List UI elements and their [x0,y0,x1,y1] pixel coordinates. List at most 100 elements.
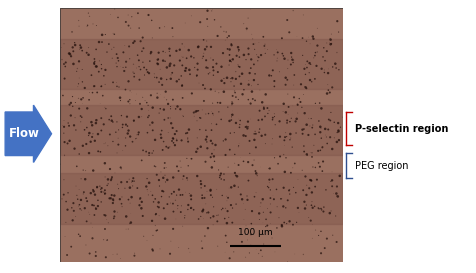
Point [250,195,258,199]
Point [324,117,332,122]
Point [301,85,309,90]
Point [293,111,301,115]
Point [121,136,129,140]
Point [332,50,340,55]
Point [307,190,315,195]
Point [166,145,173,149]
Point [326,135,333,140]
Point [239,53,247,57]
Point [234,64,242,69]
Point [306,124,313,128]
Point [79,96,87,100]
Point [179,174,187,178]
Point [73,193,80,197]
Point [287,51,295,55]
Point [125,23,132,28]
Point [283,18,290,22]
Point [285,30,292,34]
Point [199,208,207,212]
Point [234,144,242,149]
Point [244,160,251,164]
Point [279,102,287,106]
Point [258,100,266,105]
Point [254,118,262,122]
Point [83,24,91,29]
Point [165,46,173,51]
Point [268,236,275,240]
Point [79,101,86,106]
Point [228,101,236,106]
Point [233,174,240,179]
Point [101,191,109,196]
Point [136,197,143,201]
Point [121,144,129,148]
Point [198,239,205,243]
Point [238,197,246,201]
Point [117,180,125,184]
Point [270,84,278,89]
Point [266,202,274,206]
Point [298,53,306,58]
Point [255,217,263,222]
Point [231,90,238,95]
Point [321,127,328,131]
Point [190,67,198,71]
Point [145,181,153,185]
Point [153,75,160,80]
Point [135,58,142,63]
Point [225,34,232,38]
Point [131,98,139,103]
Point [232,202,239,206]
Point [235,141,242,146]
Point [290,73,298,77]
Point [101,188,109,192]
Point [97,150,104,154]
Point [314,119,322,123]
Point [201,47,208,52]
Point [125,44,133,49]
Point [203,189,210,194]
Point [100,190,108,194]
Point [199,54,207,58]
Point [121,87,129,92]
Point [68,30,76,34]
Point [306,150,313,155]
Point [245,139,253,143]
Point [87,140,94,144]
Point [152,212,159,216]
Point [284,105,292,109]
Point [180,45,188,49]
Point [75,152,83,156]
Point [232,121,239,125]
Point [135,130,142,135]
Point [209,58,217,62]
Point [314,149,321,153]
Point [155,111,163,115]
Point [235,117,242,121]
Point [69,218,76,222]
Point [166,54,173,58]
Point [298,36,306,40]
Point [332,191,339,196]
Point [207,87,214,91]
Point [91,84,99,88]
Point [300,206,308,211]
Point [169,175,177,180]
Point [219,172,227,176]
Point [269,197,277,201]
Point [109,120,117,124]
Point [295,96,302,101]
Point [62,220,69,225]
Point [215,110,222,114]
Point [129,62,137,66]
Point [136,102,143,106]
Point [287,55,295,59]
Point [324,88,331,92]
Point [100,192,108,196]
Point [177,74,185,78]
Point [114,136,122,140]
Point [252,247,259,251]
Point [183,178,191,182]
Point [216,173,224,178]
Point [158,194,165,199]
